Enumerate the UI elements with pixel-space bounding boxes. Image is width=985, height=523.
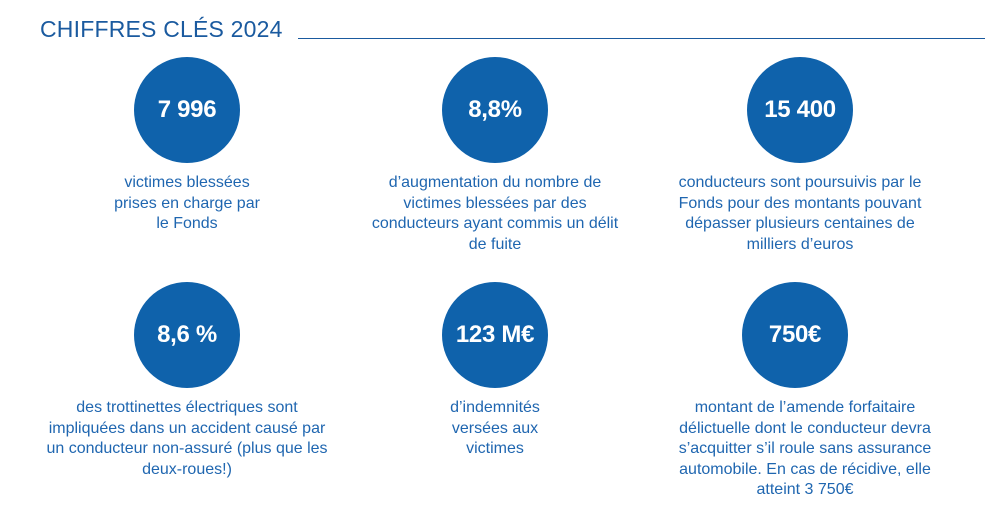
stat-description: d’indemnités versées aux victimes [450,399,540,457]
stat-description: montant de l’amende forfaitaire délictue… [678,399,932,498]
stat-block-injured-victims: 7 996 victimes blessées prises en charge… [47,57,327,235]
stat-value: 15 400 [764,96,836,123]
stat-description: des trottinettes électriques sont impliq… [46,399,328,478]
stat-value: 8,8% [468,96,522,123]
stat-block-prosecuted-drivers: 15 400 conducteurs sont poursuivis par l… [660,57,940,255]
stat-description: conducteurs sont poursuivis par le Fonds… [678,174,922,253]
stat-block-hit-and-run-increase: 8,8% d’augmentation du nombre de victime… [355,57,635,255]
stat-value: 8,6 % [157,321,217,348]
stat-description: d’augmentation du nombre de victimes ble… [371,174,619,253]
stat-block-electric-scooters: 8,6 % des trottinettes électriques sont … [46,282,328,480]
stat-circle: 8,6 % [134,282,240,388]
stat-circle: 8,8% [442,57,548,163]
page-title: CHIFFRES CLÉS 2024 [40,16,283,42]
stat-circle: 15 400 [747,57,853,163]
title-rule [298,38,985,39]
stat-block-compensation-paid: 123 M€ d’indemnités versées aux victimes [355,282,635,460]
section-header: CHIFFRES CLÉS 2024 [40,14,985,44]
stat-value: 750€ [768,321,822,348]
stat-value: 7 996 [157,96,217,123]
stat-circle: 123 M€ [442,282,548,388]
stat-description: victimes blessées prises en charge par l… [114,174,260,232]
stat-circle: 7 996 [134,57,240,163]
stat-value: 123 M€ [455,321,535,348]
stat-block-fixed-fine: 750€ montant de l’amende forfaitaire dél… [655,282,935,501]
stat-circle: 750€ [742,282,848,388]
